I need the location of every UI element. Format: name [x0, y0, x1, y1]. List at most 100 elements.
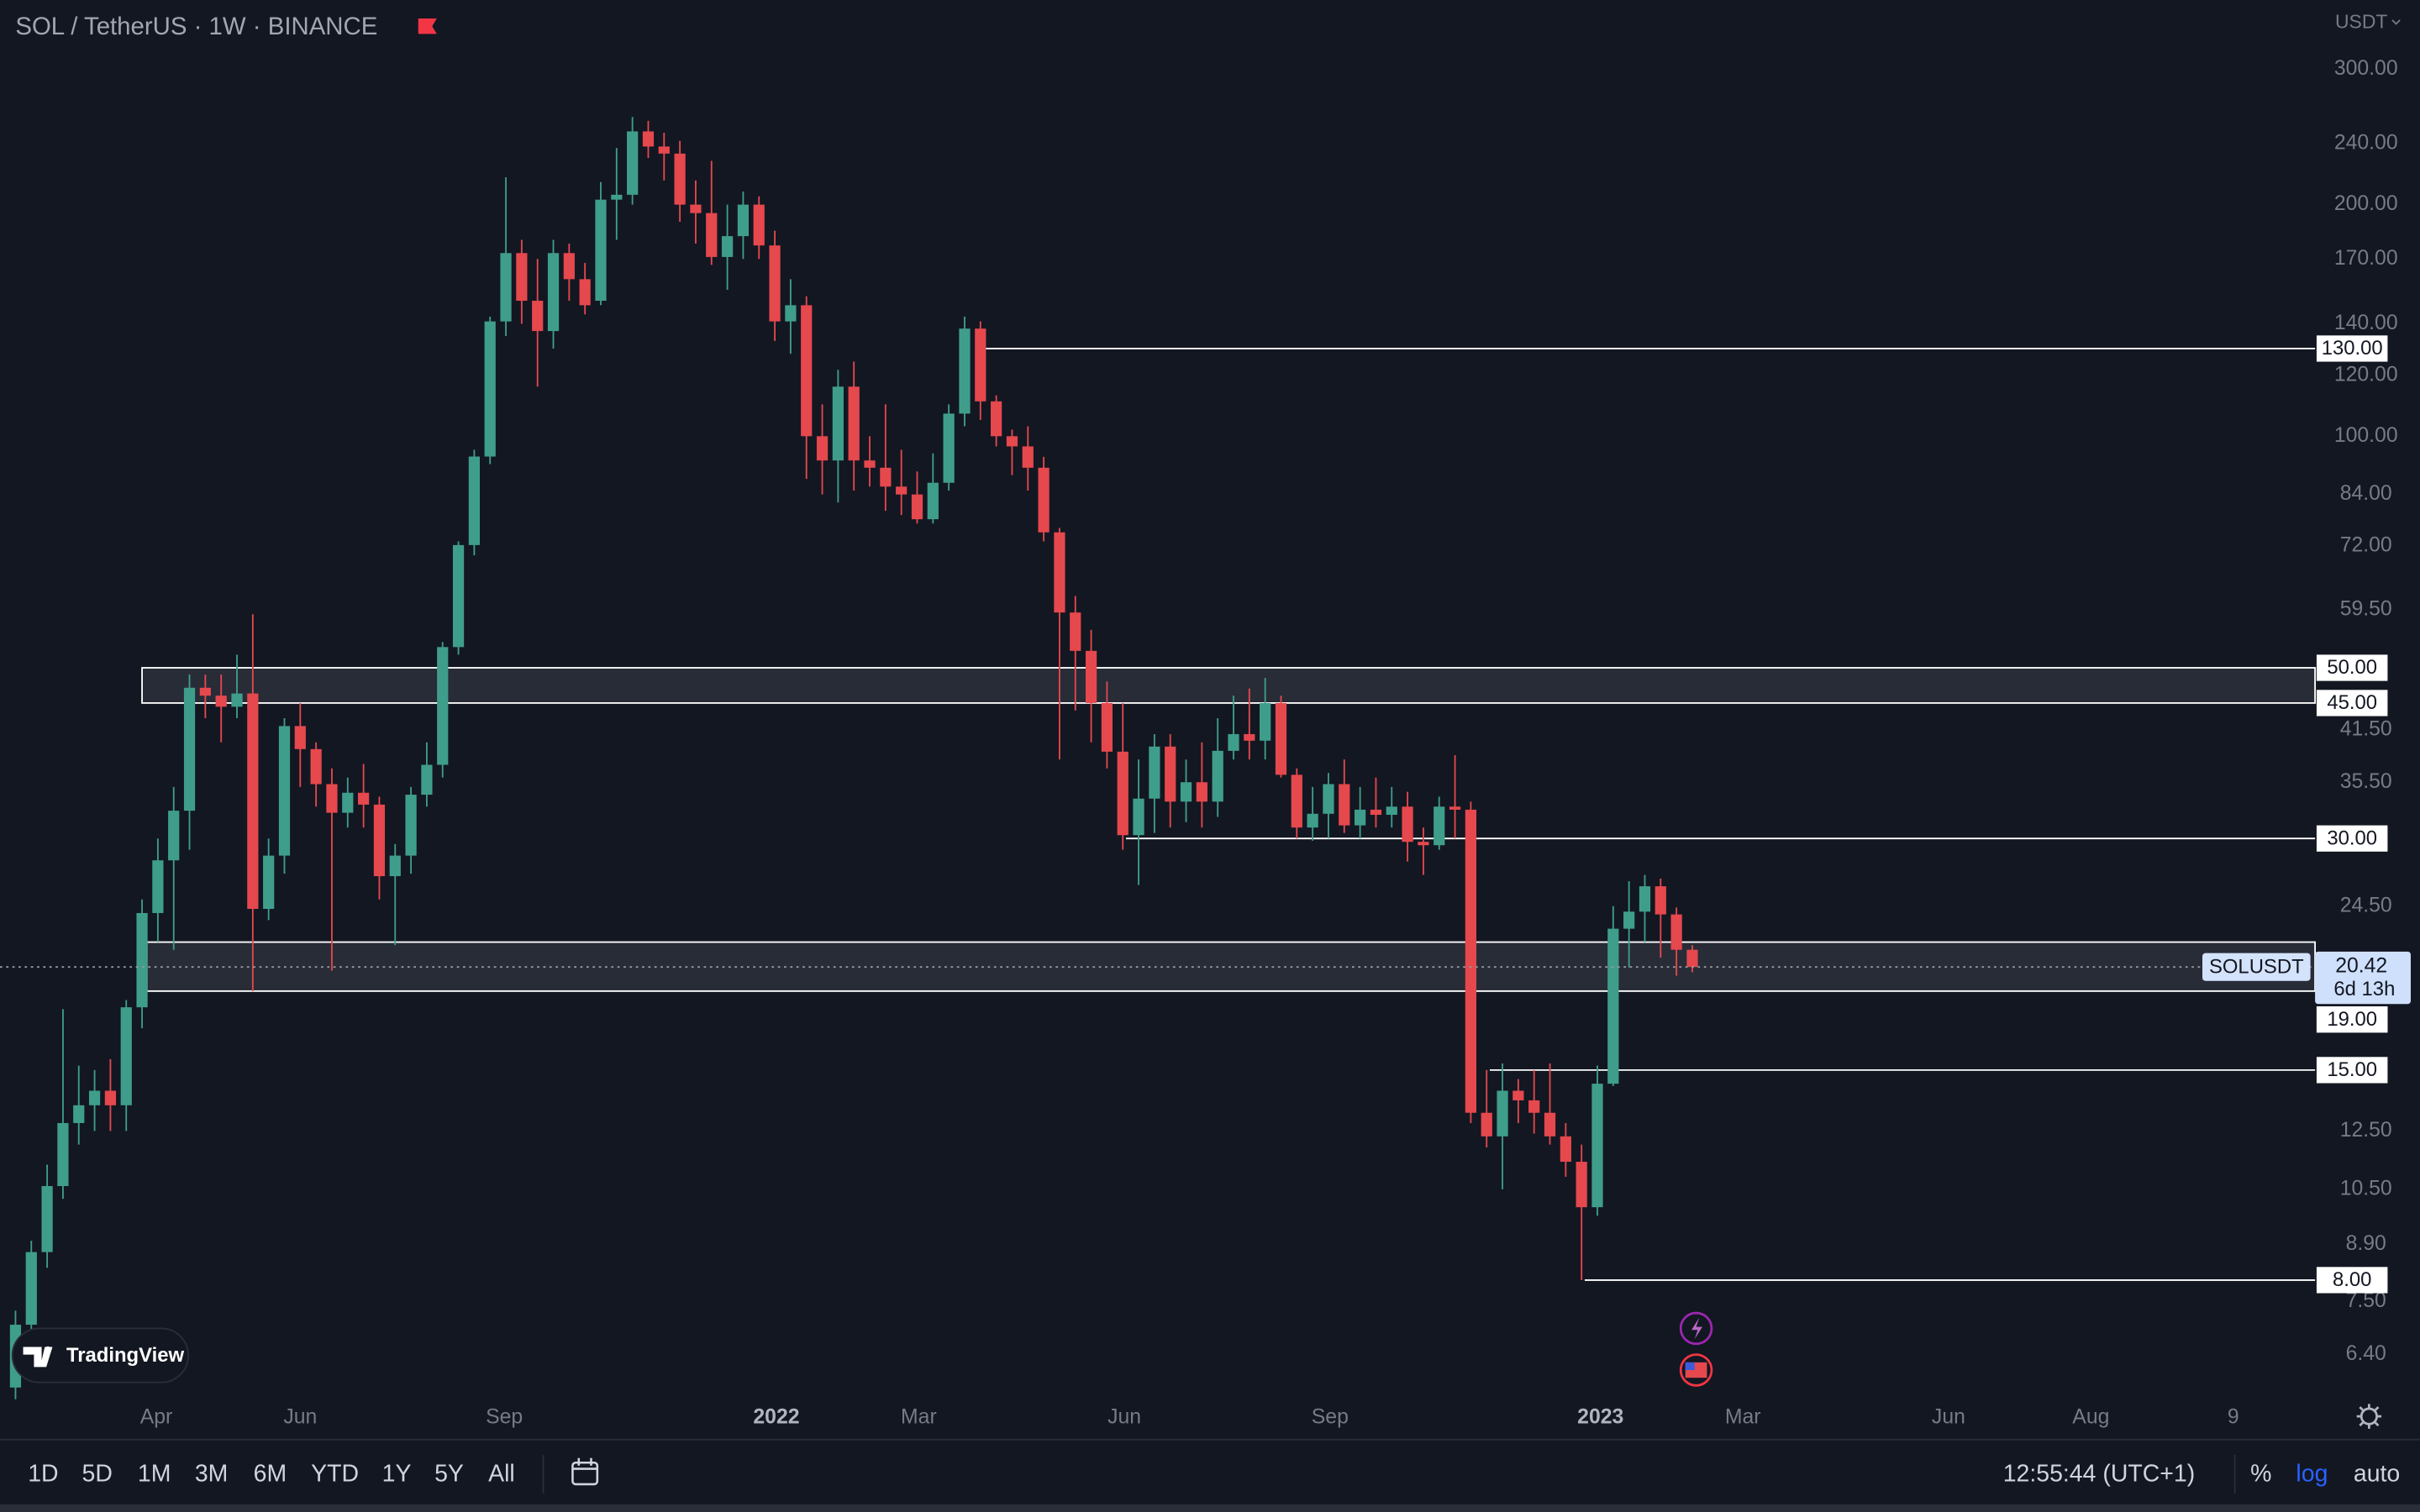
candle-body — [1370, 809, 1382, 816]
flag-us-canton — [1685, 1362, 1695, 1371]
candle-body — [1465, 809, 1477, 1113]
level-label: 130.00 — [2322, 337, 2383, 360]
x-tick-label: 2022 — [753, 1406, 799, 1429]
y-tick-label: 240.00 — [2334, 132, 2398, 155]
candle-body — [1038, 467, 1050, 533]
candle-body — [484, 321, 496, 457]
symbol-box — [2202, 953, 2311, 981]
percent-toggle[interactable]: % — [2250, 1460, 2271, 1487]
candle-body — [294, 726, 306, 749]
range-button[interactable]: 5D — [82, 1460, 113, 1487]
candle-body — [1607, 928, 1619, 1084]
y-tick-label: 24.50 — [2340, 894, 2392, 916]
candle-body — [706, 213, 718, 257]
level-label-box — [2316, 1057, 2388, 1084]
range-button[interactable]: 3M — [195, 1460, 229, 1487]
candle-body — [1623, 911, 1635, 929]
candle-body — [1576, 1162, 1587, 1208]
logo-dot — [44, 1346, 52, 1354]
candle-body — [421, 764, 433, 795]
candle-body — [1512, 1090, 1524, 1100]
candle-body — [563, 253, 575, 280]
candle-body — [1670, 914, 1682, 950]
range-button[interactable]: YTD — [311, 1460, 359, 1487]
candle-body — [73, 1105, 85, 1123]
y-tick-label: 300.00 — [2334, 57, 2398, 80]
y-tick-label: 35.50 — [2340, 770, 2392, 793]
candle-body — [357, 792, 370, 805]
candle-body — [848, 386, 860, 461]
range-button[interactable]: 6M — [254, 1460, 287, 1487]
symbol-label: SOLUSDT — [2209, 955, 2304, 978]
candle-body — [991, 401, 1002, 437]
candle-body — [516, 253, 528, 302]
candle-body — [1022, 446, 1034, 468]
candle-body — [1165, 746, 1176, 802]
candle-body — [1307, 813, 1318, 828]
candle-body — [880, 467, 892, 487]
logo-pill — [11, 1327, 189, 1383]
candle-body — [1686, 949, 1698, 968]
candle-body — [611, 194, 623, 200]
range-button[interactable]: 1D — [28, 1460, 58, 1487]
range-button[interactable]: 1M — [138, 1460, 171, 1487]
candle-body — [278, 726, 291, 856]
level-label: 45.00 — [2327, 691, 2377, 714]
candle-body — [1528, 1100, 1540, 1113]
candle-body — [753, 204, 765, 246]
candle-body — [1180, 782, 1192, 802]
y-tick-label: 12.50 — [2340, 1119, 2392, 1142]
settings-icon[interactable] — [2356, 1404, 2382, 1429]
candle-body — [595, 199, 607, 302]
zone — [141, 667, 2317, 704]
level-label-box — [2316, 654, 2388, 681]
candle-body — [1006, 436, 1018, 447]
candle-body — [532, 301, 544, 332]
y-tick-label: 170.00 — [2334, 247, 2398, 270]
candle-body — [1560, 1136, 1571, 1163]
range-button[interactable]: 1Y — [382, 1460, 412, 1487]
log-toggle[interactable]: log — [2296, 1460, 2328, 1487]
candle-body — [183, 687, 196, 811]
x-tick-label: Jun — [283, 1406, 317, 1429]
candle-body — [231, 693, 243, 707]
bolt — [1691, 1317, 1702, 1340]
price-label: 20.42 — [2335, 955, 2387, 978]
level-label: 50.00 — [2327, 656, 2377, 679]
candle-body — [737, 204, 750, 237]
candle-body — [1212, 750, 1223, 802]
candle-body — [1133, 798, 1144, 836]
candle-body — [342, 792, 354, 813]
candle-body — [120, 1007, 132, 1105]
price-box — [2315, 951, 2411, 1005]
x-tick-label: 2023 — [1577, 1406, 1623, 1429]
flag-icon[interactable] — [418, 18, 437, 34]
candle-body — [468, 456, 480, 545]
plot — [9, 117, 2317, 1399]
candle-body — [1497, 1090, 1508, 1137]
candle-body — [1275, 702, 1287, 775]
range-button[interactable]: 5Y — [434, 1460, 464, 1487]
y-tick-label: 6.40 — [2346, 1342, 2386, 1365]
event-icons[interactable] — [1679, 1311, 1713, 1387]
candle-body — [1339, 784, 1350, 826]
auto-toggle[interactable]: auto — [2354, 1460, 2400, 1487]
clock[interactable]: 12:55:44 (UTC+1) — [2003, 1460, 2196, 1487]
candle-body — [310, 748, 322, 785]
logo[interactable]: TradingView — [11, 1327, 189, 1383]
calendar-icon[interactable] — [571, 1457, 599, 1486]
currency[interactable]: USDT — [2335, 11, 2387, 33]
candle-body — [1054, 532, 1065, 613]
y-tick-label: 41.50 — [2340, 718, 2392, 741]
candle-body — [1228, 733, 1239, 751]
candle-body — [1591, 1084, 1603, 1208]
candle-body — [1434, 806, 1445, 846]
candle-body — [452, 544, 465, 648]
candle-body — [1639, 886, 1651, 912]
y-tick-label: 200.00 — [2334, 192, 2398, 215]
candle-body — [41, 1185, 53, 1252]
range-button[interactable]: All — [488, 1460, 515, 1487]
candle-body — [816, 436, 829, 461]
candle-body — [152, 860, 164, 913]
